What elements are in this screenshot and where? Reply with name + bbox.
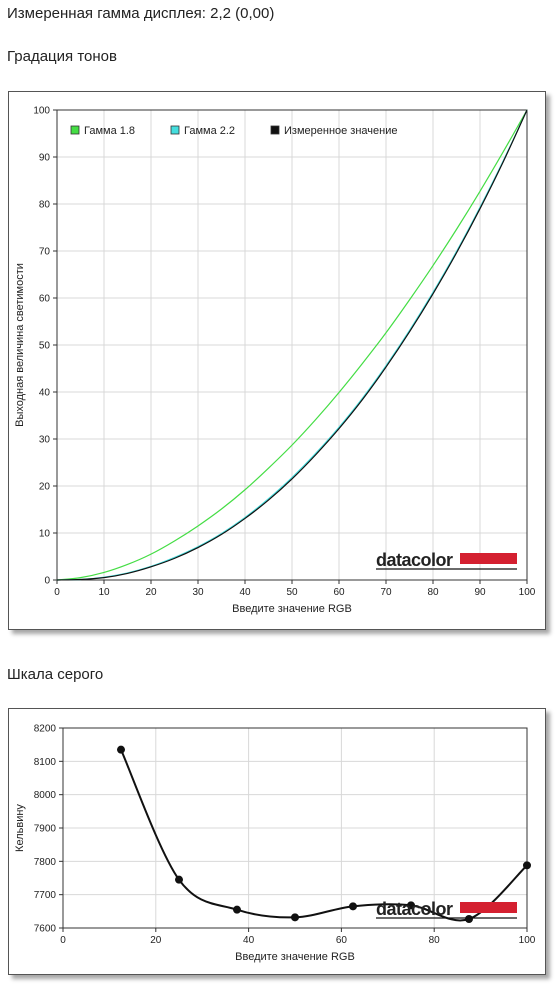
y-tick-label: 7600	[34, 924, 57, 935]
grayscale-heading: Шкала серого	[7, 666, 104, 683]
y-tick-label: 90	[39, 153, 51, 164]
y-tick-label: 7800	[34, 857, 57, 868]
y-tick-label: 8200	[34, 724, 57, 735]
tone-gradation-chart: 0 10 20 30 40 50 60 70 80 90 100 0 10 20 30 40 50 60 70 80 9…	[8, 91, 546, 630]
y-tick-label: 50	[39, 341, 51, 352]
y-tick-label: 8100	[34, 757, 57, 768]
data-point	[465, 915, 473, 923]
x-axis-label: Введите значение RGB	[232, 603, 352, 615]
datacolor-logo-text: datacolor	[376, 899, 453, 919]
legend-swatch-1	[70, 125, 80, 135]
x-tick-label: 40	[243, 935, 255, 946]
tone-gradation-heading: Градация тонов	[7, 48, 117, 65]
y-tick-label: 20	[39, 482, 51, 493]
legend-entry-1: Гамма 1.8	[84, 125, 135, 137]
legend-swatch-2	[170, 125, 180, 135]
legend-entry-3: Измеренное значение	[284, 125, 398, 137]
data-point	[175, 875, 183, 884]
y-tick-label: 30	[39, 435, 51, 446]
y-axis-label: Кельвину	[14, 804, 26, 852]
x-tick-label: 100	[519, 587, 536, 598]
x-tick-label: 30	[192, 587, 204, 598]
data-point	[523, 861, 531, 870]
y-tick-label: 7700	[34, 890, 57, 901]
legend-swatch-3	[270, 125, 280, 135]
x-tick-label: 0	[60, 935, 66, 946]
datacolor-logo-bar	[460, 902, 517, 913]
x-tick-label: 100	[519, 935, 536, 946]
y-tick-label: 70	[39, 247, 51, 258]
page-title: Измеренная гамма дисплея: 2,2 (0,00)	[7, 5, 275, 22]
legend: Гамма 1.8 Гамма 2.2 Измеренное значение	[70, 125, 398, 137]
data-point	[233, 905, 241, 914]
x-tick-label: 0	[54, 587, 60, 598]
series-line-1	[56, 109, 528, 581]
y-tick-label: 8000	[34, 790, 57, 801]
x-tick-label: 20	[145, 587, 157, 598]
y-tick-label: 60	[39, 294, 51, 305]
grid-lines	[56, 109, 528, 581]
x-tick-label: 70	[380, 587, 392, 598]
datacolor-logo-text: datacolor	[376, 550, 453, 570]
x-tick-label: 20	[150, 935, 162, 946]
y-tick-label: 7900	[34, 824, 57, 835]
y-tick-label: 40	[39, 388, 51, 399]
datacolor-logo: datacolor	[376, 899, 517, 919]
x-tick-label: 80	[429, 935, 441, 946]
tone-gradation-svg: 0 10 20 30 40 50 60 70 80 90 100 0 10 20 30 40 50 60 70 80 9…	[14, 106, 536, 616]
x-tick-label: 90	[474, 587, 486, 598]
y-tick-label: 10	[39, 529, 51, 540]
datacolor-logo-bar	[460, 553, 517, 564]
series-line-3	[56, 109, 528, 581]
y-tick-label: 80	[39, 200, 51, 211]
data-point	[291, 913, 299, 922]
x-tick-label: 10	[98, 587, 110, 598]
y-axis-label: Выходная величина светимости	[14, 263, 26, 427]
data-point	[349, 902, 357, 911]
x-axis-label: Введите значение RGB	[235, 951, 355, 963]
x-tick-label: 80	[427, 587, 439, 598]
y-tick-label: 0	[44, 576, 50, 587]
y-tick-label: 100	[33, 106, 50, 117]
x-tick-label: 60	[333, 587, 345, 598]
datacolor-logo: datacolor	[376, 550, 517, 570]
data-point	[407, 901, 415, 910]
legend-entry-2: Гамма 2.2	[184, 125, 235, 137]
grid-lines	[62, 727, 528, 929]
x-tick-label: 50	[286, 587, 298, 598]
data-point	[117, 745, 125, 754]
grayscale-svg: 0 20 40 60 80 100 7600 7700 7800 7900 8000 8100 8200…	[14, 724, 536, 964]
x-tick-label: 60	[336, 935, 348, 946]
grayscale-chart: 0 20 40 60 80 100 7600 7700 7800 7900 8000 8100 8200…	[8, 708, 546, 975]
x-tick-label: 40	[239, 587, 251, 598]
